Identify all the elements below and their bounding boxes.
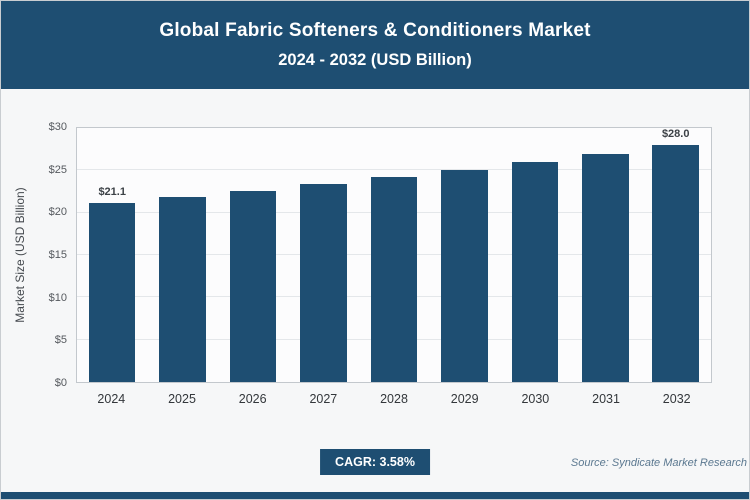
bar-2024: $21.1 — [88, 186, 136, 382]
bar-slot — [500, 128, 570, 382]
y-axis-tick-label: $0 — [54, 377, 67, 389]
x-axis-tick-label: 2025 — [168, 392, 196, 406]
bar-slot — [147, 128, 217, 382]
bar-2027 — [300, 183, 347, 382]
y-axis-title: Market Size (USD Billion) — [13, 187, 27, 323]
y-axis: $0 $5 $10 $15 $20 $25 $30 — [31, 121, 76, 389]
y-axis-tick-label: $15 — [48, 249, 67, 261]
y-axis-tick-label: $25 — [48, 163, 67, 176]
x-axis: 2024 2025 2026 2027 2028 2029 2030 2031 2032 — [76, 383, 712, 413]
bar-slot — [288, 128, 358, 382]
plot-area: $21.1 $28.0 — [76, 127, 712, 383]
y-axis-tick-label: $20 — [48, 206, 67, 219]
bar-slot — [570, 128, 640, 382]
cagr-badge: CAGR: 3.58% — [320, 449, 430, 475]
bar-value-label: $28.0 — [661, 127, 690, 140]
chart-footer: CAGR: 3.58% Source: Syndicate Market Res… — [1, 449, 749, 477]
chart-title: Global Fabric Softeners & Conditioners M… — [159, 20, 591, 41]
bottom-accent-strip — [1, 492, 749, 499]
x-axis-tick-label: 2027 — [309, 392, 338, 406]
bar-slot — [218, 128, 288, 382]
bar-slot: $21.1 — [77, 128, 147, 382]
gridline — [77, 169, 711, 171]
bar-2026 — [229, 190, 277, 382]
x-axis-tick-label: 2032 — [662, 392, 691, 406]
source-text: Source: Syndicate Market Research — [570, 457, 747, 469]
y-axis-tick-label: $10 — [48, 291, 67, 304]
y-axis-tick-label: $5 — [54, 334, 67, 347]
bar-slot — [359, 128, 429, 382]
chart-subtitle: 2024 - 2032 (USD Billion) — [278, 51, 472, 69]
chart-header: Global Fabric Softeners & Conditioners M… — [1, 1, 749, 89]
x-axis-tick-label: 2030 — [521, 392, 550, 406]
x-axis-tick-label: 2029 — [450, 392, 479, 406]
x-axis-tick-label: 2026 — [238, 392, 267, 406]
y-axis-tick-label: $30 — [48, 121, 67, 133]
bar-2029 — [441, 169, 488, 382]
x-axis-tick-label: 2031 — [592, 392, 620, 406]
bar-2032: $28.0 — [652, 128, 699, 382]
x-axis-tick-label: 2028 — [380, 392, 408, 406]
bars-container: $21.1 $28.0 — [77, 128, 711, 382]
bar-2025 — [159, 197, 206, 382]
bar-slot: $28.0 — [641, 128, 711, 382]
bar-slot — [429, 128, 499, 382]
chart-area: Market Size (USD Billion) $0 $5 $10 $15 $20 $… — [9, 121, 712, 413]
bar-value-label: $21.1 — [98, 186, 126, 199]
x-axis-tick-label: 2024 — [97, 392, 126, 406]
bar-2031 — [582, 154, 629, 382]
bar-2030 — [511, 161, 559, 382]
y-axis-title-area: Market Size (USD Billion) — [9, 127, 31, 383]
bar-2028 — [370, 177, 418, 382]
